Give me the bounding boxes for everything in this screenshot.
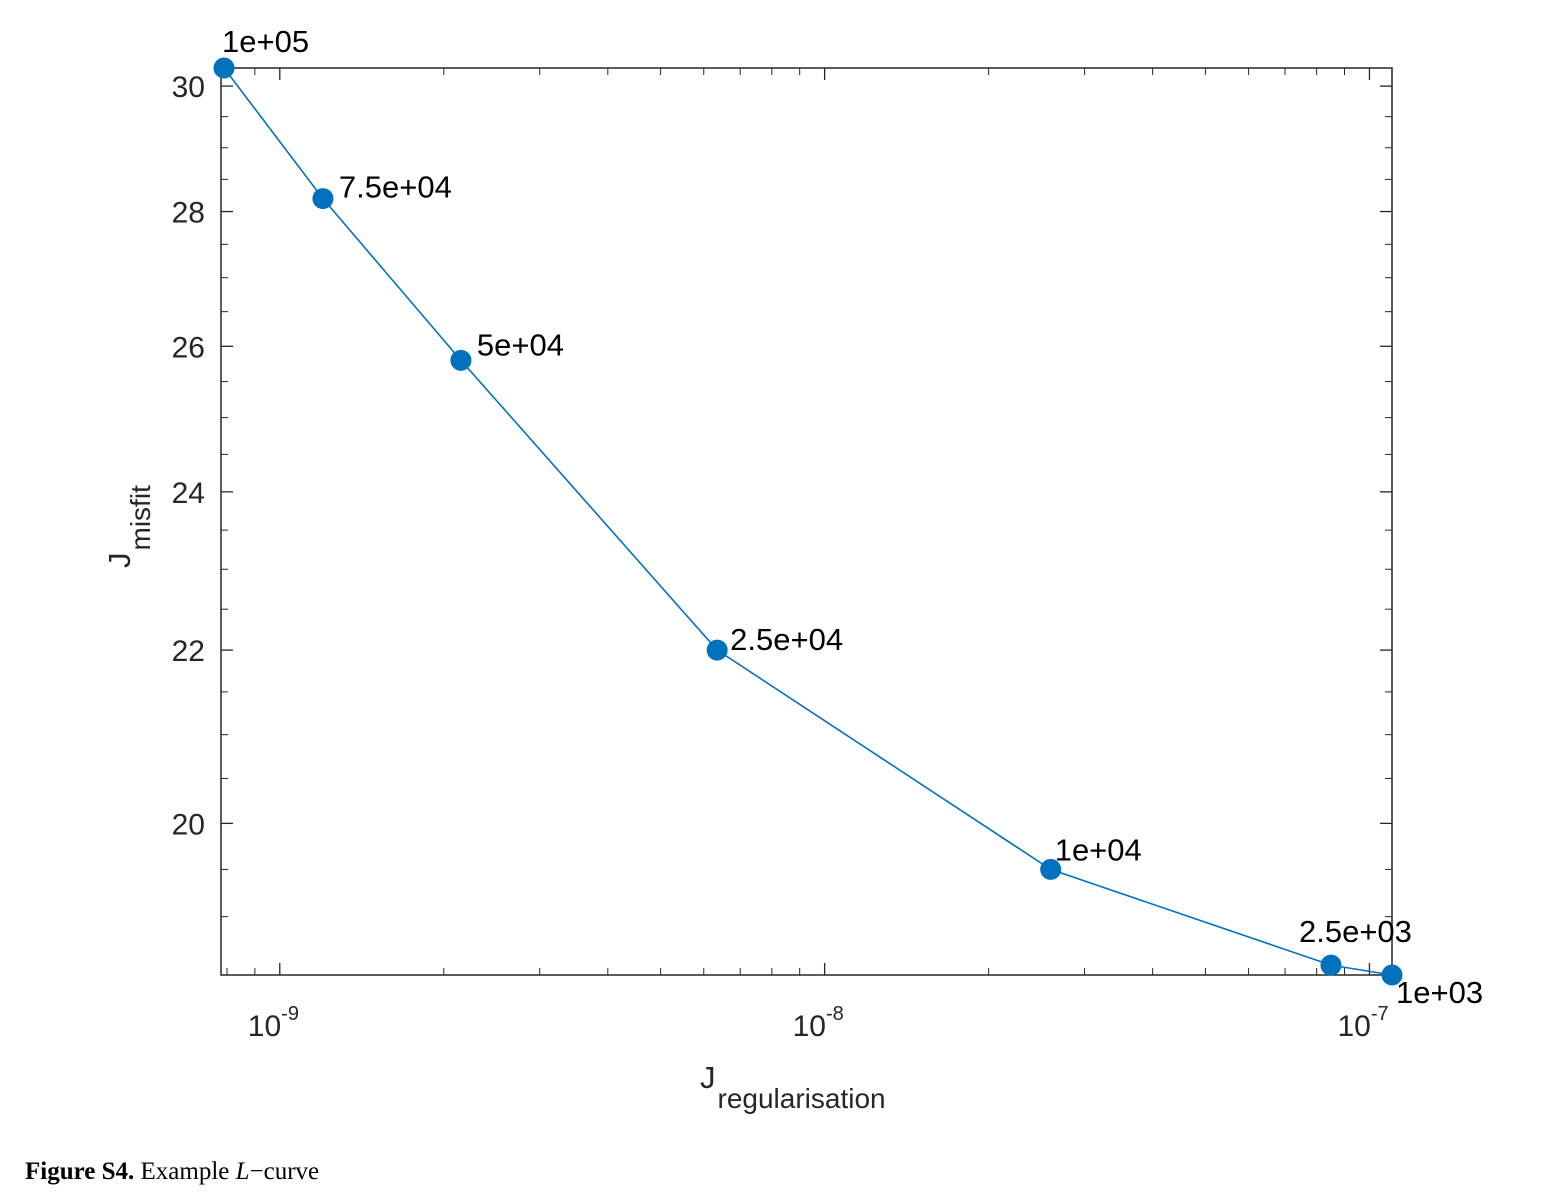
caption-figure-number: Figure S4. bbox=[25, 1158, 135, 1185]
x-tick-label: 10-8 bbox=[793, 1003, 844, 1043]
data-point bbox=[450, 349, 472, 371]
data-point bbox=[1040, 858, 1062, 880]
x-tick-label-base: 10 bbox=[793, 1010, 826, 1043]
y-axis-label-main: J bbox=[102, 553, 137, 569]
x-axis-label-sub: regularisation bbox=[718, 1083, 886, 1114]
y-tick-label: 30 bbox=[172, 71, 205, 104]
plot-frame bbox=[220, 67, 1393, 976]
data-point bbox=[213, 57, 235, 79]
x-tick-label-exponent: -8 bbox=[826, 1003, 844, 1025]
data-point-label: 1e+05 bbox=[222, 24, 309, 59]
data-point-label: 1e+03 bbox=[1396, 975, 1483, 1010]
y-tick-label: 20 bbox=[172, 808, 205, 841]
y-axis-label-sub: misfit bbox=[125, 485, 156, 551]
data-point-label: 2.5e+03 bbox=[1299, 914, 1412, 949]
data-point-label: 7.5e+04 bbox=[339, 170, 452, 205]
x-tick-label-base: 10 bbox=[248, 1010, 281, 1043]
major-ticks bbox=[221, 68, 1392, 975]
figure-caption: Figure S4. Example L−curve bbox=[25, 1158, 319, 1186]
x-tick-labels: 10-9 10-8 10-7 bbox=[248, 1003, 1389, 1043]
x-axis-label: Jregularisation bbox=[700, 1060, 886, 1114]
y-tick-labels: 20 22 24 26 28 30 bbox=[172, 71, 205, 841]
data-point bbox=[1320, 954, 1342, 976]
y-tick-label: 24 bbox=[172, 477, 205, 510]
y-axis-label: Jmisfit bbox=[102, 485, 156, 568]
x-axis-label-main: J bbox=[700, 1060, 716, 1095]
data-point bbox=[706, 639, 728, 661]
data-point-label: 2.5e+04 bbox=[730, 622, 843, 657]
data-point-label: 5e+04 bbox=[477, 327, 564, 362]
caption-math: L bbox=[235, 1158, 250, 1185]
caption-text-before: Example bbox=[134, 1158, 236, 1185]
x-tick-label-base: 10 bbox=[1337, 1010, 1370, 1043]
data-point bbox=[1381, 964, 1403, 986]
y-tick-label: 28 bbox=[172, 197, 205, 230]
y-tick-label: 22 bbox=[172, 635, 205, 668]
data-point-label: 1e+04 bbox=[1055, 832, 1142, 867]
data-point bbox=[312, 188, 334, 210]
x-tick-label: 10-9 bbox=[248, 1003, 299, 1043]
minor-ticks bbox=[221, 68, 1392, 975]
point-labels: 1e+05 7.5e+04 5e+04 2.5e+04 1e+04 2.5e+03 1e+0… bbox=[222, 24, 1483, 1010]
x-tick-label: 10-7 bbox=[1337, 1003, 1388, 1043]
y-tick-label: 26 bbox=[172, 331, 205, 364]
series-markers bbox=[213, 57, 1403, 986]
x-tick-label-exponent: -9 bbox=[281, 1003, 299, 1025]
x-tick-label-exponent: -7 bbox=[1371, 1003, 1389, 1025]
caption-text-after: −curve bbox=[249, 1158, 320, 1185]
